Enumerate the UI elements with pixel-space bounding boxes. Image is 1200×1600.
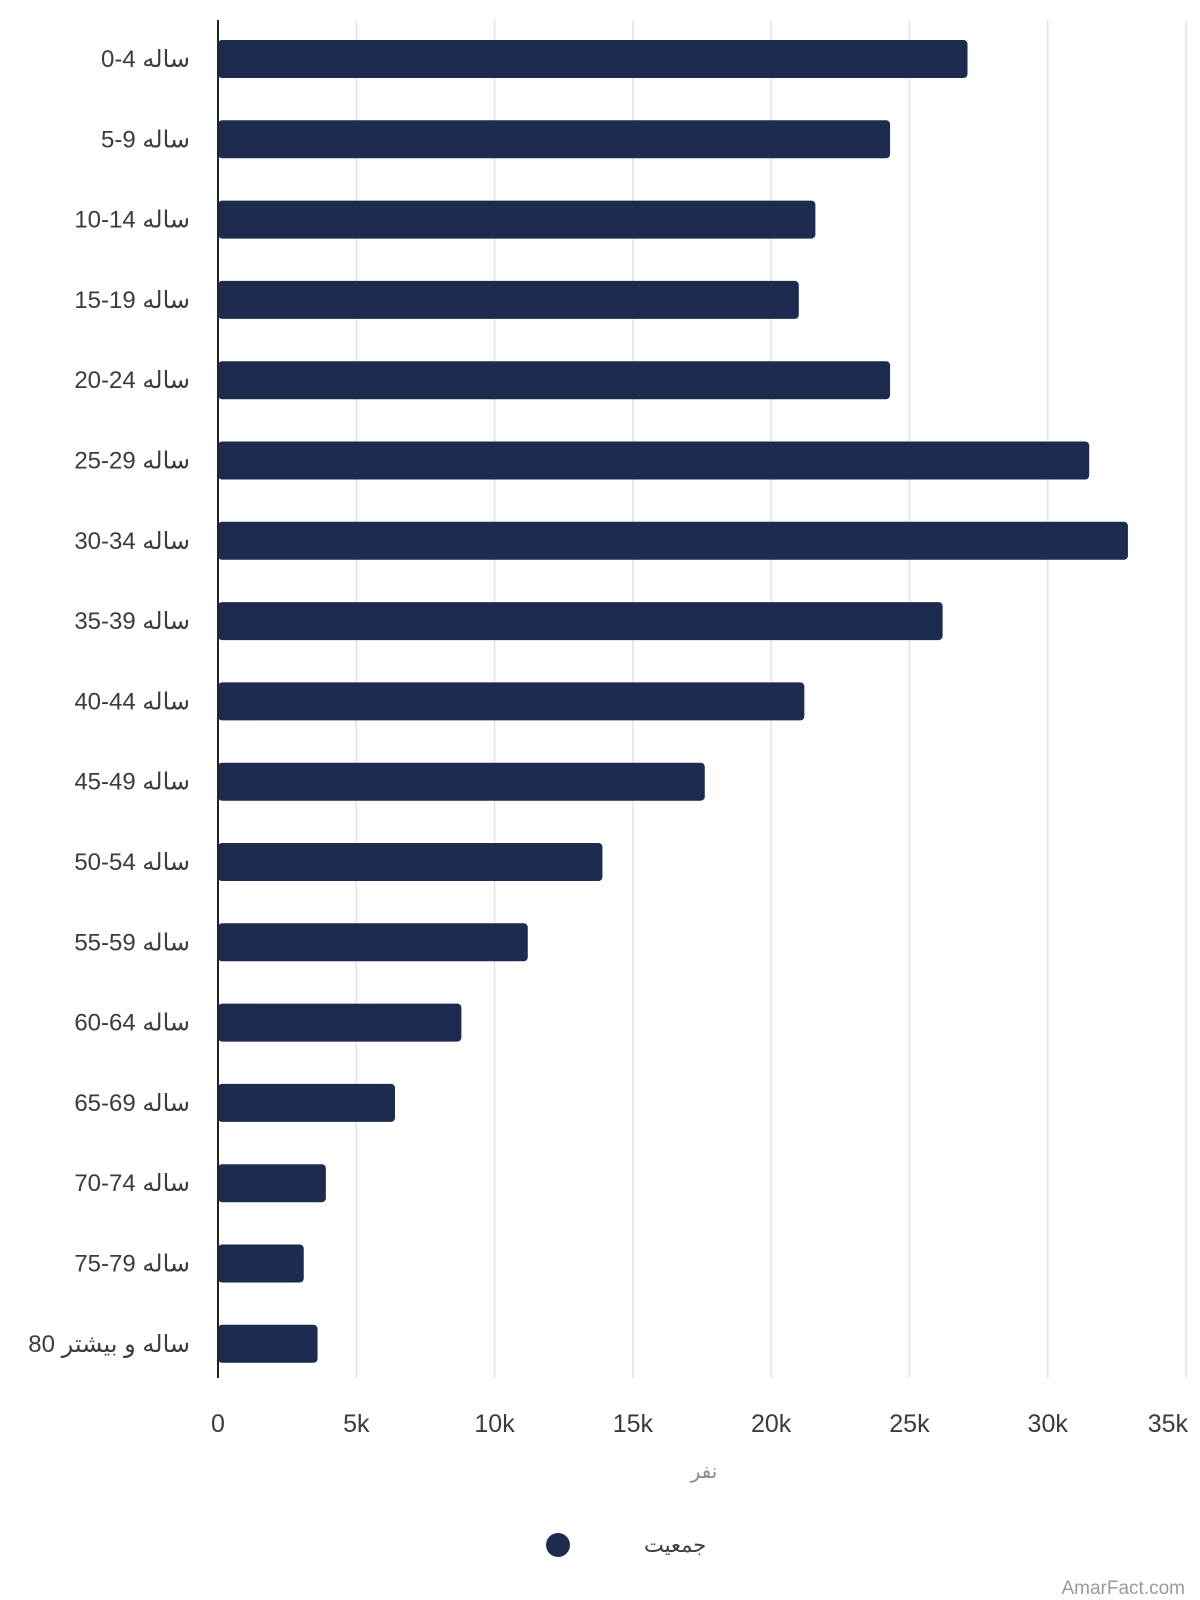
x-tick-label: 0 xyxy=(211,1410,225,1438)
bars xyxy=(218,40,1128,1363)
legend-label: جمعیت xyxy=(644,1533,706,1557)
category-label: 70-74 ساله xyxy=(74,1170,190,1197)
x-tick-label: 10k xyxy=(474,1410,515,1438)
bar xyxy=(218,361,891,400)
x-tick-labels: 0 5k 10k 15k 20k 25k 30k 35k xyxy=(211,1410,1188,1438)
bar xyxy=(218,843,603,881)
category-label: 10-14 ساله xyxy=(74,207,190,234)
x-tick-label: 25k xyxy=(889,1410,930,1438)
x-tick-label: 30k xyxy=(1028,1410,1069,1438)
category-label: 75-79 ساله xyxy=(74,1251,190,1278)
category-label: 80 ساله و بیشتر xyxy=(28,1331,190,1358)
legend: جمعیت xyxy=(546,1533,706,1557)
bar xyxy=(218,40,968,78)
category-labels: 0-4 ساله 5-9 ساله 10-14 ساله 15-19 ساله 20-2… xyxy=(28,46,190,1358)
category-label: 55-59 ساله xyxy=(74,929,190,956)
bar xyxy=(218,200,816,239)
x-tick-label: 35k xyxy=(1148,1410,1189,1438)
x-axis-title: نفر xyxy=(690,1459,718,1483)
bar xyxy=(218,1324,318,1363)
category-label: 0-4 ساله xyxy=(101,46,190,73)
category-label: 50-54 ساله xyxy=(74,849,190,876)
bar xyxy=(218,602,943,641)
category-label: 5-9 ساله xyxy=(101,126,190,153)
category-label: 45-49 ساله xyxy=(74,769,190,796)
x-tick-label: 15k xyxy=(613,1410,654,1438)
bar xyxy=(218,1083,396,1122)
category-label: 30-34 ساله xyxy=(74,528,190,555)
category-label: 35-39 ساله xyxy=(74,608,190,635)
bar xyxy=(218,120,891,159)
bar xyxy=(218,682,805,721)
category-label: 65-69 ساله xyxy=(74,1090,190,1117)
category-label: 20-24 ساله xyxy=(74,367,190,394)
bar xyxy=(218,1244,304,1283)
bar xyxy=(218,762,705,801)
x-tick-label: 5k xyxy=(343,1410,370,1438)
bar xyxy=(218,521,1128,560)
watermark: AmarFact.com xyxy=(1061,1578,1185,1599)
category-label: 60-64 ساله xyxy=(74,1010,190,1037)
category-label: 25-29 ساله xyxy=(74,448,190,475)
category-label: 15-19 ساله xyxy=(74,287,190,314)
bar xyxy=(218,1003,462,1042)
bar xyxy=(218,441,1090,480)
category-label: 40-44 ساله xyxy=(74,688,190,715)
bar xyxy=(218,923,528,962)
bar xyxy=(218,280,799,319)
bar xyxy=(218,1164,326,1203)
x-tick-label: 20k xyxy=(751,1410,792,1438)
legend-marker xyxy=(546,1533,570,1557)
